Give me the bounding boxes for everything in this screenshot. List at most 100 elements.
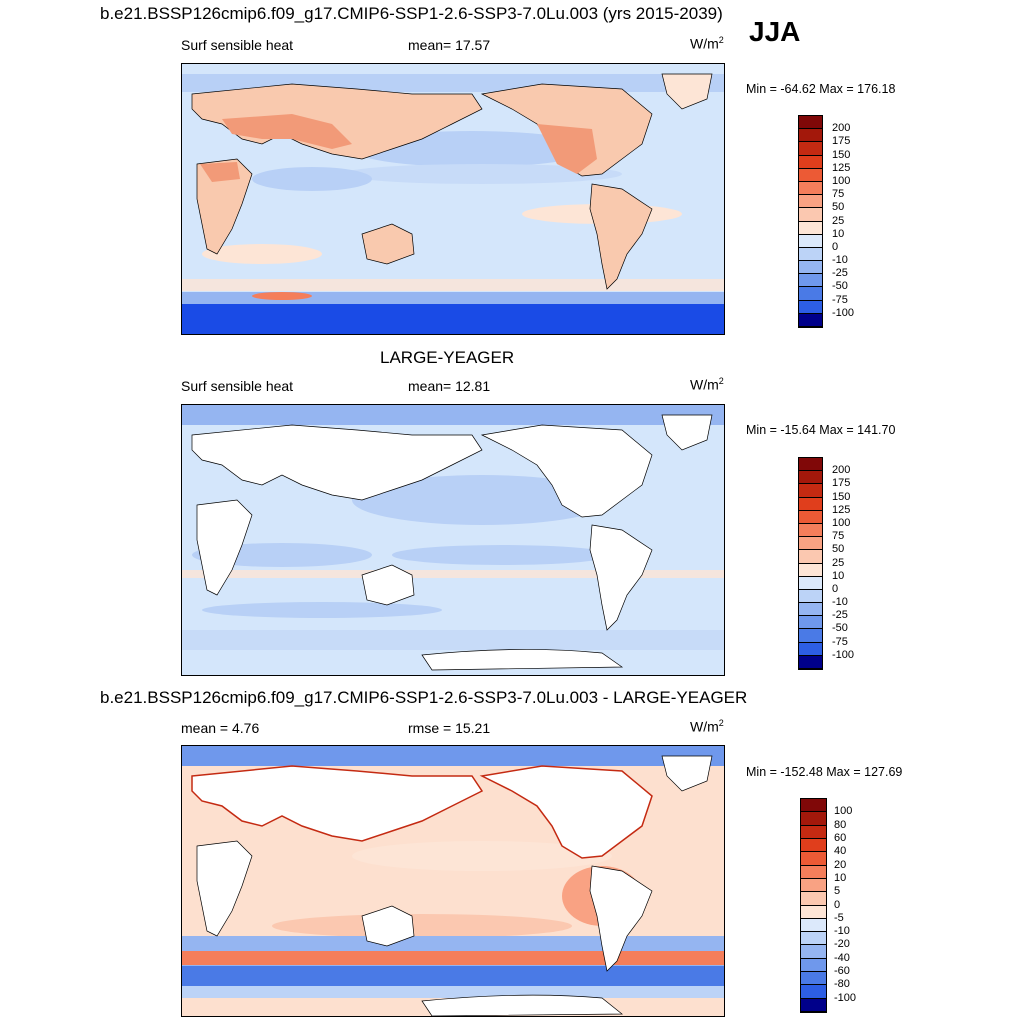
colorbar-tick-label: 100 (832, 174, 851, 187)
colorbar-tick-label: 50 (832, 201, 845, 214)
colorbar-swatch (801, 878, 826, 893)
colorbar-swatch (799, 313, 822, 327)
panel1-map (181, 63, 725, 335)
colorbar-swatch (801, 838, 826, 853)
colorbar-swatch (799, 497, 822, 511)
panel2-mean-label: mean= 12.81 (408, 378, 491, 394)
colorbar-tick-label: 125 (832, 161, 851, 174)
colorbar-swatch (799, 576, 822, 590)
colorbar-swatch (799, 208, 822, 222)
colorbar-swatch (799, 642, 822, 656)
colorbar-swatch (799, 484, 822, 498)
colorbar-tick-label: 40 (834, 845, 847, 858)
colorbar-swatch (799, 247, 822, 262)
panel3-map (181, 745, 725, 1017)
colorbar-tick-label: -5 (834, 911, 844, 924)
colorbar-swatch (799, 655, 822, 669)
colorbar-tick-label: -25 (832, 267, 848, 280)
colorbar-swatch (799, 234, 822, 248)
colorbar-tick-label: -100 (832, 306, 855, 319)
panel1-variable-label: Surf sensible heat (181, 37, 294, 53)
colorbar-swatch (801, 799, 826, 813)
colorbar-tick-label: -100 (834, 991, 857, 1004)
colorbar-tick-label: -100 (832, 648, 855, 661)
colorbar-tick-label: -25 (832, 609, 848, 622)
colorbar-tick-label: 75 (832, 188, 845, 201)
colorbar-swatch (799, 603, 822, 617)
colorbar-swatch (799, 537, 822, 551)
panel2-units-label: W/m2 (690, 376, 724, 393)
colorbar-tick-label: 175 (832, 477, 851, 490)
colorbar-swatch (799, 116, 822, 130)
colorbar-swatch (799, 155, 822, 169)
colorbar-swatch (801, 865, 826, 879)
colorbar-tick-label: 50 (832, 543, 845, 556)
colorbar-swatch (801, 958, 826, 973)
colorbar-swatch (801, 825, 826, 839)
colorbar-swatch (799, 261, 822, 275)
colorbar-swatch (799, 458, 822, 472)
colorbar-swatch (799, 523, 822, 538)
panel2-minmax: Min = -15.64 Max = 141.70 (746, 423, 896, 437)
colorbar-tick-label: -10 (832, 254, 848, 267)
colorbar-tick-label: -75 (832, 293, 848, 306)
colorbar-swatch (801, 972, 826, 986)
colorbar-swatch (799, 221, 822, 235)
colorbar-tick-label: 20 (834, 858, 847, 871)
colorbar-tick-label: 0 (832, 582, 839, 595)
colorbar-swatch (801, 892, 826, 906)
panel3-units-label: W/m2 (690, 718, 724, 735)
colorbar-tick-label: 10 (832, 227, 845, 240)
colorbar-tick-label: 5 (834, 885, 841, 898)
panel2-variable-label: Surf sensible heat (181, 378, 294, 394)
colorbar-tick-label: 10 (832, 569, 845, 582)
colorbar-tick-label: 150 (832, 148, 851, 161)
colorbar-tick-label: 100 (834, 805, 853, 818)
colorbar-swatch (801, 998, 826, 1012)
panel3-mean-label: mean = 4.76 (181, 720, 260, 736)
colorbar-swatch (801, 918, 826, 933)
colorbar-tick-label: 150 (832, 490, 851, 503)
panel3-title: b.e21.BSSP126cmip6.f09_g17.CMIP6-SSP1-2.… (100, 688, 748, 707)
panel1-mean-label: mean= 17.57 (408, 37, 491, 53)
colorbar-swatch (801, 852, 826, 866)
colorbar-swatch (799, 195, 822, 209)
colorbar-tick-label: 80 (834, 818, 847, 831)
colorbar-tick-label: -10 (832, 596, 848, 609)
panel1-colorbar (798, 115, 823, 328)
colorbar-swatch (799, 142, 822, 156)
colorbar-tick-label: 25 (832, 214, 845, 227)
colorbar-swatch (801, 932, 826, 946)
colorbar-tick-label: 10 (834, 871, 847, 884)
colorbar-tick-label: -75 (832, 635, 848, 648)
colorbar-swatch (799, 629, 822, 643)
colorbar-tick-label: 200 (832, 464, 851, 477)
colorbar-swatch (799, 129, 822, 143)
colorbar-swatch (801, 945, 826, 959)
colorbar-tick-label: 100 (832, 516, 851, 529)
panel3-colorbar (800, 798, 827, 1013)
season-label: JJA (749, 16, 801, 47)
panel2-title: LARGE-YEAGER (380, 348, 515, 367)
colorbar-tick-label: 175 (832, 135, 851, 148)
colorbar-tick-label: -20 (834, 938, 850, 951)
colorbar-swatch (799, 589, 822, 604)
colorbar-tick-label: -60 (834, 965, 850, 978)
panel2-map (181, 404, 725, 676)
colorbar-tick-label: -10 (834, 925, 850, 938)
colorbar-tick-label: 125 (832, 503, 851, 516)
colorbar-tick-label: -40 (834, 951, 850, 964)
colorbar-swatch (799, 471, 822, 485)
colorbar-swatch (799, 563, 822, 577)
colorbar-swatch (799, 287, 822, 301)
panel1-units-label: W/m2 (690, 35, 724, 52)
colorbar-tick-label: -80 (834, 978, 850, 991)
colorbar-tick-label: 75 (832, 530, 845, 543)
colorbar-swatch (801, 985, 826, 999)
panel1-minmax: Min = -64.62 Max = 176.18 (746, 82, 896, 96)
panel1-title: b.e21.BSSP126cmip6.f09_g17.CMIP6-SSP1-2.… (100, 4, 723, 23)
colorbar-swatch (799, 616, 822, 630)
panel3-minmax: Min = -152.48 Max = 127.69 (746, 765, 903, 779)
panel3-rmse-label: rmse = 15.21 (408, 720, 491, 736)
colorbar-swatch (799, 550, 822, 564)
